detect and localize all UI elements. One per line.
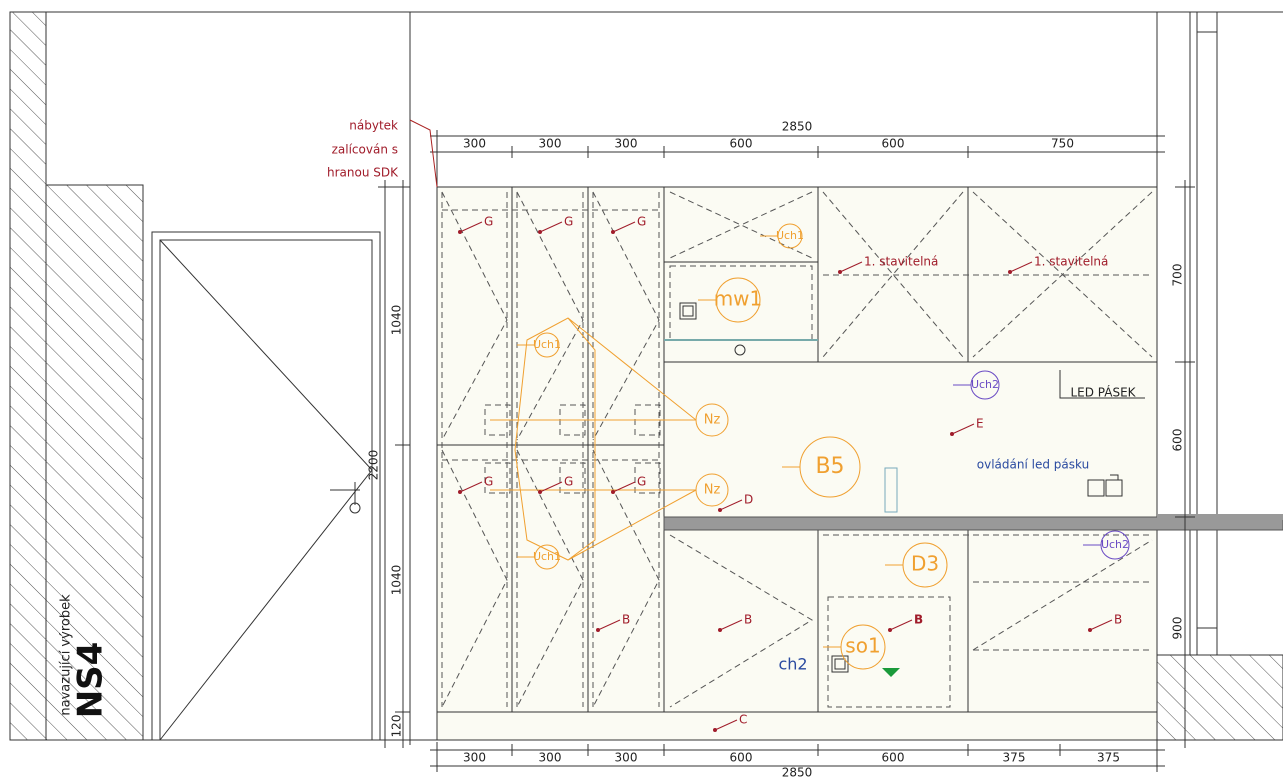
label: D	[744, 493, 753, 507]
label: G	[564, 475, 573, 489]
label: B	[1114, 613, 1122, 627]
label: Nz	[704, 413, 721, 428]
label: B	[622, 613, 630, 627]
dimension: 600	[882, 137, 905, 151]
leader-dot	[596, 628, 600, 632]
leader-line	[539, 221, 563, 233]
leader-line	[714, 719, 738, 731]
dimension-lines	[378, 119, 1195, 772]
dimension: 1040	[390, 305, 404, 336]
label: Uch2	[971, 378, 999, 391]
dimension: 300	[463, 751, 486, 765]
dimension: 600	[1171, 429, 1185, 452]
label: mw1	[714, 287, 763, 311]
label: G	[564, 215, 573, 229]
leader-line	[719, 499, 743, 511]
leader-line	[597, 619, 621, 631]
leader-dot	[713, 728, 717, 732]
adjacent-caption: navazující výrobek	[59, 594, 74, 716]
leader-line	[1089, 619, 1113, 631]
dimension: 375	[1003, 751, 1026, 765]
dimension: 300	[615, 137, 638, 151]
label: C	[739, 713, 747, 727]
label: 1. stavitelná	[1034, 255, 1108, 269]
label: 1. stavitelná	[864, 255, 938, 269]
leader-dot	[888, 628, 892, 632]
wall-left	[9, 11, 47, 741]
door	[151, 231, 381, 741]
label: Uch1	[533, 338, 561, 351]
dimension: 300	[539, 137, 562, 151]
adjacent-unit	[45, 184, 144, 741]
note-line: hranou SDK	[327, 166, 399, 180]
dimension: 600	[730, 137, 753, 151]
label: Uch1	[533, 550, 561, 563]
note-line: nábytek	[349, 119, 398, 133]
leader-line	[459, 481, 483, 493]
label: G	[637, 215, 646, 229]
label: B	[744, 613, 752, 627]
label: G	[484, 475, 493, 489]
leader-dot	[838, 270, 842, 274]
leader-line	[719, 619, 743, 631]
dimension: 120	[390, 715, 404, 738]
dimension: 900	[1171, 617, 1185, 640]
dimension: 2850	[782, 766, 813, 778]
dimension: 2200	[367, 450, 381, 481]
dimension: 1040	[390, 565, 404, 596]
leader-dot	[718, 508, 722, 512]
dimension: 600	[730, 751, 753, 765]
label: B	[914, 613, 923, 627]
note-line: zalícován s	[332, 143, 398, 157]
leader-line	[889, 619, 913, 631]
label: D3	[911, 552, 939, 576]
label: Uch2	[1101, 538, 1129, 551]
dimension: 700	[1171, 264, 1185, 287]
adjacent-code: NS4	[71, 642, 111, 719]
leader-line	[612, 221, 636, 233]
label: Nz	[704, 483, 721, 498]
label: Uch1	[776, 229, 804, 242]
label: so1	[845, 634, 880, 658]
leader-dot	[1088, 628, 1092, 632]
dimension: 2850	[782, 120, 813, 134]
label: LED PÁSEK	[1070, 385, 1136, 400]
leader-line	[539, 481, 563, 493]
leader-line	[839, 261, 863, 273]
label: E	[976, 417, 984, 431]
dimension: 300	[463, 137, 486, 151]
leader-line	[1009, 261, 1033, 273]
leader-dot	[538, 490, 542, 494]
leader-dot	[458, 230, 462, 234]
dimension: 375	[1097, 751, 1120, 765]
leader-line	[459, 221, 483, 233]
dimension: 750	[1051, 137, 1074, 151]
leader-line	[951, 423, 975, 435]
dimension: 600	[882, 751, 905, 765]
leader-dot	[950, 432, 954, 436]
label: G	[637, 475, 646, 489]
dimension: 300	[615, 751, 638, 765]
leader-dot	[1008, 270, 1012, 274]
leader-dot	[611, 490, 615, 494]
dimension: 300	[539, 751, 562, 765]
label: G	[484, 215, 493, 229]
leader-dot	[611, 230, 615, 234]
leader-line	[612, 481, 636, 493]
cabinetry	[436, 186, 1283, 741]
label: ch2	[778, 655, 807, 674]
label: ovládání led pásku	[977, 458, 1089, 472]
leader-dot	[458, 490, 462, 494]
leader-dot	[718, 628, 722, 632]
label: B5	[815, 454, 844, 479]
leader-dot	[538, 230, 542, 234]
